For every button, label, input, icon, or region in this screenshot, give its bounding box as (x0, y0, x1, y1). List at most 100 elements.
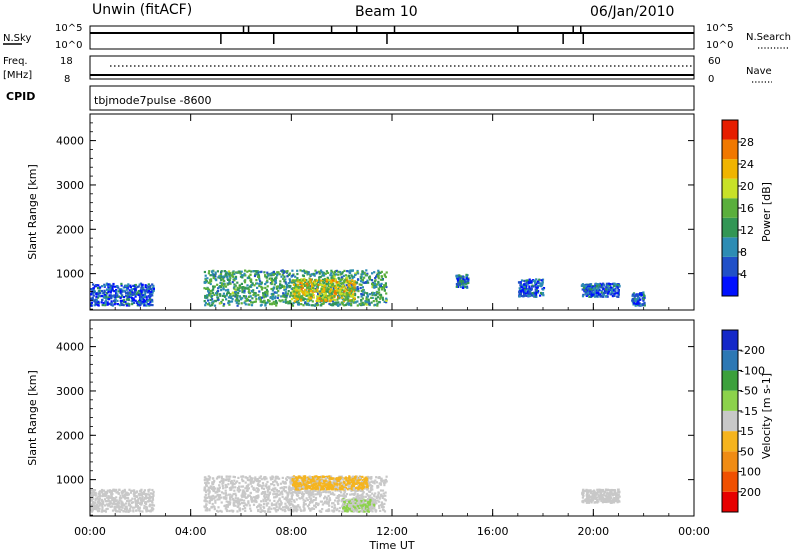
scatter-cell (92, 504, 96, 507)
scatter-cell (264, 291, 267, 295)
scatter-cell (98, 509, 101, 513)
scatter-cell (152, 494, 155, 497)
scatter-cell (275, 301, 278, 304)
scatter-cell (110, 492, 113, 495)
scatter-cell (526, 283, 529, 286)
scatter-cell (116, 293, 119, 296)
scatter-cell (361, 297, 364, 300)
scatter-cell (103, 284, 106, 287)
scatter-cell (289, 480, 292, 483)
scatter-cell (237, 498, 240, 501)
scatter-cell (350, 279, 354, 282)
scatter-cell (376, 275, 380, 278)
scatter-cell (115, 488, 118, 491)
scatter-cell (247, 275, 251, 278)
scatter-cell (120, 284, 123, 287)
scatter-cell (634, 304, 637, 307)
scatter-cell (269, 510, 272, 513)
scatter-cell (264, 485, 268, 488)
scatter-cell (319, 495, 322, 498)
scatter-cell (618, 284, 621, 288)
scatter-cell (272, 487, 275, 490)
scatter-cell (280, 501, 283, 505)
scatter-cell (268, 299, 271, 302)
scatter-cell (279, 286, 282, 289)
scatter-cell (253, 292, 256, 296)
scatter-cell (272, 270, 275, 273)
scatter-cell (252, 503, 256, 506)
scatter-cell (228, 487, 231, 490)
scatter-cell (331, 484, 334, 487)
scatter-cell (94, 499, 97, 502)
scatter-cell (598, 285, 602, 288)
scatter-cell (264, 295, 267, 298)
scatter-cell (281, 270, 284, 273)
scatter-cell (339, 273, 342, 276)
scatter-cell (606, 285, 609, 288)
scatter-cell (345, 479, 348, 482)
scatter-cell (524, 290, 527, 293)
scatter-cell (246, 495, 249, 498)
scatter-cell (122, 286, 125, 289)
scatter-cell (272, 293, 275, 296)
scatter-cell (147, 289, 151, 292)
scatter-cell (601, 293, 605, 296)
scatter-cell (256, 271, 260, 275)
scatter-cell (268, 506, 271, 509)
scatter-cell (340, 276, 343, 279)
scatter-cell (90, 489, 94, 492)
scatter-cell (519, 284, 522, 287)
scatter-cell (293, 281, 296, 284)
scatter-cell (147, 490, 150, 493)
scatter-cell (582, 284, 585, 287)
scatter-cell (136, 291, 139, 294)
scatter-cell (258, 296, 261, 299)
scatter-cell (336, 303, 339, 306)
scatter-cell (104, 300, 107, 303)
scatter-cell (100, 499, 103, 502)
scatter-cell (376, 272, 379, 275)
scatter-cell (212, 276, 215, 280)
scatter-cell (102, 494, 106, 497)
scatter-cell (336, 298, 339, 301)
velocity-scatter (90, 475, 621, 513)
scatter-cell (287, 508, 290, 511)
scatter-cell (642, 304, 645, 307)
scatter-cell (130, 289, 133, 292)
scatter-cell (385, 285, 388, 289)
scatter-cell (138, 509, 141, 512)
scatter-cell (296, 277, 299, 280)
scatter-cell (311, 501, 314, 504)
scatter-cell (137, 303, 140, 306)
scatter-cell (374, 297, 377, 300)
scatter-cell (259, 300, 262, 303)
scatter-cell (325, 509, 328, 512)
scatter-cell (642, 298, 645, 301)
scatter-cell (355, 287, 358, 290)
scatter-cell (117, 500, 120, 503)
scatter-cell (300, 480, 303, 483)
scatter-cell (106, 507, 109, 510)
scatter-cell (207, 299, 210, 302)
scatter-cell (222, 492, 225, 495)
scatter-cell (293, 500, 296, 503)
scatter-cell (261, 300, 264, 304)
y-tick-label: 4000 (56, 135, 84, 148)
scatter-cell (301, 487, 304, 490)
scatter-cell (357, 272, 360, 275)
scatter-cell (100, 488, 104, 492)
scatter-cell (301, 279, 304, 282)
scatter-cell (353, 275, 356, 279)
scatter-cell (338, 284, 342, 288)
scatter-cell (234, 275, 238, 278)
scatter-cell (255, 297, 258, 301)
scatter-cell (142, 499, 145, 502)
scatter-cell (360, 293, 363, 296)
scatter-cell (309, 500, 313, 503)
scatter-cell (114, 509, 117, 512)
scatter-cell (144, 501, 147, 504)
scatter-cell (140, 285, 144, 288)
scatter-cell (151, 500, 154, 503)
scatter-cell (224, 492, 227, 495)
scatter-cell (309, 486, 312, 489)
